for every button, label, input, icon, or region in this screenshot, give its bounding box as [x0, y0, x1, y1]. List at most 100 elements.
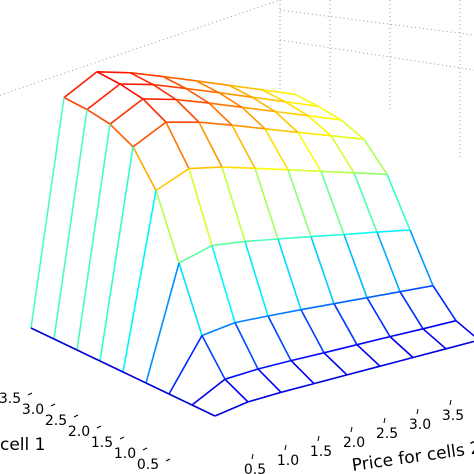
y-tick — [251, 453, 254, 460]
mesh-line — [267, 315, 292, 361]
y-tick — [416, 408, 419, 415]
x-tick-label: 3.0 — [22, 402, 44, 418]
mesh-line — [129, 71, 154, 86]
mesh-line — [168, 335, 203, 395]
y-tick-label: 2.5 — [376, 426, 398, 442]
y-tick — [383, 417, 386, 424]
mesh-line — [251, 96, 276, 113]
mesh-line — [300, 309, 325, 354]
mesh-line — [224, 368, 259, 380]
mesh-line — [231, 124, 266, 130]
mesh-line — [198, 121, 233, 126]
mesh-line — [399, 291, 424, 330]
mesh-line — [333, 303, 358, 346]
mesh-line — [445, 340, 474, 350]
mesh-line — [287, 169, 322, 173]
mesh-line — [412, 348, 447, 359]
mesh-line — [274, 110, 299, 133]
mesh-line — [323, 343, 358, 354]
mesh-line — [201, 335, 226, 380]
back-grid — [0, 0, 474, 160]
mesh-line — [63, 96, 88, 111]
mesh-line — [155, 167, 190, 192]
mesh-line — [218, 91, 253, 98]
mesh-line — [191, 404, 216, 417]
y-tick — [284, 444, 287, 451]
mesh-line — [313, 374, 348, 385]
mesh-line — [389, 336, 414, 359]
x-tick — [96, 425, 102, 429]
mesh-line — [356, 344, 381, 367]
y-tick — [449, 399, 452, 406]
mesh-line — [310, 233, 345, 238]
y-tick-label: 2.0 — [343, 435, 365, 451]
box-line — [0, 0, 281, 96]
mesh-line — [208, 102, 243, 109]
mesh-line — [257, 359, 292, 370]
mesh-line — [294, 93, 319, 107]
x-tick-label: 1.0 — [114, 446, 136, 462]
box-line — [279, 39, 474, 71]
mesh-line — [119, 83, 154, 86]
mesh-line — [99, 146, 134, 362]
mesh-line — [343, 234, 368, 298]
mesh-line — [376, 229, 411, 233]
mesh-line — [53, 109, 88, 340]
x-tick — [142, 447, 148, 451]
y-tick-label: 1.5 — [310, 444, 332, 460]
mesh-line — [284, 100, 319, 107]
mesh-line — [366, 297, 391, 338]
mesh-line — [274, 110, 309, 117]
x-tick — [27, 392, 33, 396]
mesh-line — [284, 101, 309, 117]
mesh-line — [86, 108, 111, 125]
mesh-line — [119, 83, 144, 100]
mesh-line — [244, 241, 269, 317]
mesh-line — [422, 319, 457, 330]
mesh-line — [290, 352, 325, 362]
mesh-line — [175, 98, 210, 104]
x-tick-label: 2.0 — [68, 424, 90, 440]
mesh-line — [76, 349, 101, 362]
mesh-line — [142, 98, 177, 101]
mesh-line — [152, 83, 177, 101]
mesh-line — [310, 236, 335, 304]
mesh-line — [340, 119, 365, 140]
mesh-line — [211, 240, 246, 247]
mesh-line — [165, 121, 190, 169]
y-tick-label: 0.5 — [244, 462, 266, 474]
mesh-line — [221, 166, 246, 242]
box-line — [279, 9, 474, 36]
y-tick — [317, 435, 320, 442]
mesh — [30, 71, 474, 417]
mesh-line — [145, 382, 170, 395]
mesh-line — [198, 121, 223, 168]
mesh-line — [297, 131, 332, 137]
mesh-line — [152, 83, 187, 90]
mesh-line — [188, 166, 223, 170]
mesh-line — [214, 401, 249, 417]
mesh-line — [175, 98, 200, 123]
mesh-line — [277, 238, 302, 310]
mesh-line — [191, 378, 226, 406]
mesh-line — [231, 124, 256, 169]
mesh-line — [376, 231, 401, 292]
mesh-line — [389, 328, 424, 338]
mesh-line — [379, 356, 414, 367]
mesh-line — [254, 167, 289, 171]
mesh-line — [386, 173, 411, 231]
mesh-line — [188, 168, 213, 246]
mesh-line — [122, 371, 147, 384]
mesh-line — [145, 262, 180, 384]
mesh-line — [320, 170, 355, 174]
mesh-line — [257, 368, 282, 393]
y-tick-label: 3.5 — [442, 408, 464, 424]
mesh-line — [185, 87, 220, 94]
mesh-line — [356, 335, 391, 346]
mesh-line — [330, 135, 355, 174]
mesh-line — [323, 352, 348, 376]
mesh-line — [422, 328, 447, 350]
mesh-line — [251, 96, 286, 103]
mesh-line — [162, 75, 187, 90]
mesh-line — [300, 302, 335, 311]
